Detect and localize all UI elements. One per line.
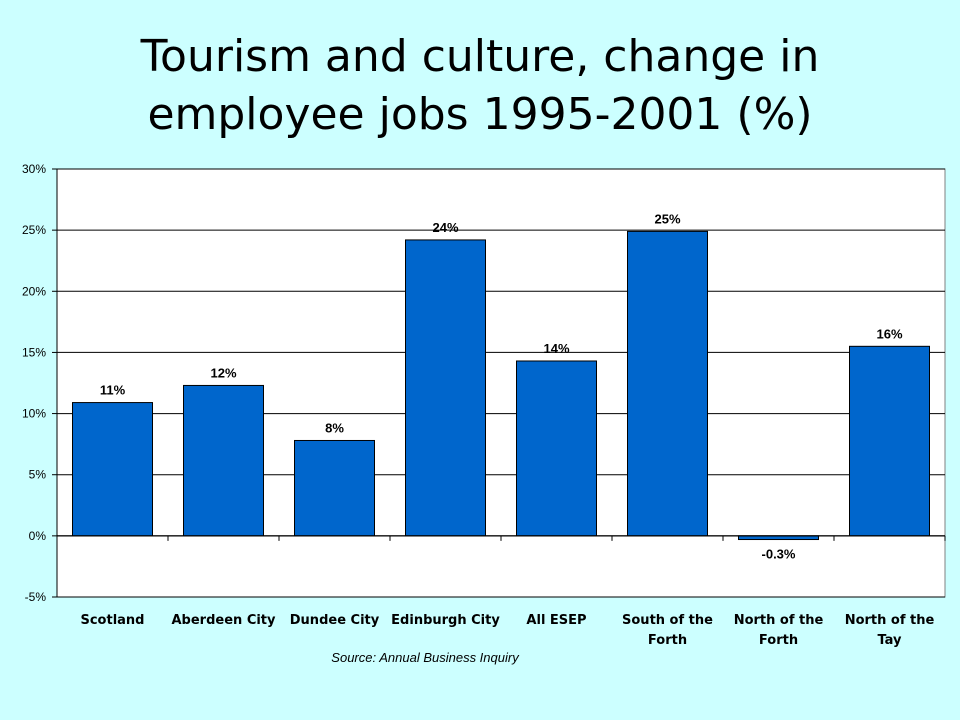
bar <box>627 230 708 537</box>
y-tick-label: 10% <box>22 407 46 421</box>
bar <box>849 345 930 537</box>
data-label: 16% <box>876 326 902 341</box>
y-tick-label: 25% <box>22 223 46 237</box>
data-label: 12% <box>210 365 236 380</box>
data-label: 14% <box>543 341 569 356</box>
x-category-label: Tay <box>877 633 902 648</box>
source-note: Source: Annual Business Inquiry <box>331 650 520 665</box>
x-category-label: All ESEP <box>526 613 586 628</box>
data-label: 25% <box>654 211 680 226</box>
bar <box>183 384 264 537</box>
data-label: 24% <box>432 220 458 235</box>
bar <box>405 239 486 537</box>
x-category-label: North of the <box>734 613 824 628</box>
y-tick-label: 20% <box>22 284 46 298</box>
chart-title-line-1: Tourism and culture, change in <box>140 31 820 82</box>
x-category-label: Aberdeen City <box>172 613 277 628</box>
data-label: 8% <box>325 420 344 435</box>
bar <box>294 439 375 537</box>
bar <box>72 402 153 537</box>
y-tick-label: 0% <box>29 529 47 543</box>
chart-title: Tourism and culture, change in employee … <box>0 28 960 144</box>
x-category-label: Edinburgh City <box>391 613 500 628</box>
x-category-label: Scotland <box>80 613 144 628</box>
y-tick-label: -5% <box>25 590 47 604</box>
y-tick-label: 30% <box>22 162 46 176</box>
x-category-label: Forth <box>648 633 687 648</box>
data-label: -0.3% <box>762 547 796 562</box>
x-category-label: Dundee City <box>290 613 380 628</box>
data-label: 11% <box>100 383 126 398</box>
x-category-label: Forth <box>759 633 798 648</box>
y-tick-label: 15% <box>22 345 46 359</box>
y-tick-label: 5% <box>29 468 47 482</box>
x-category-label: North of the <box>845 613 935 628</box>
chart-title-line-2: employee jobs 1995-2001 (%) <box>147 89 813 140</box>
x-category-label: South of the <box>622 613 713 628</box>
bar <box>516 360 597 537</box>
